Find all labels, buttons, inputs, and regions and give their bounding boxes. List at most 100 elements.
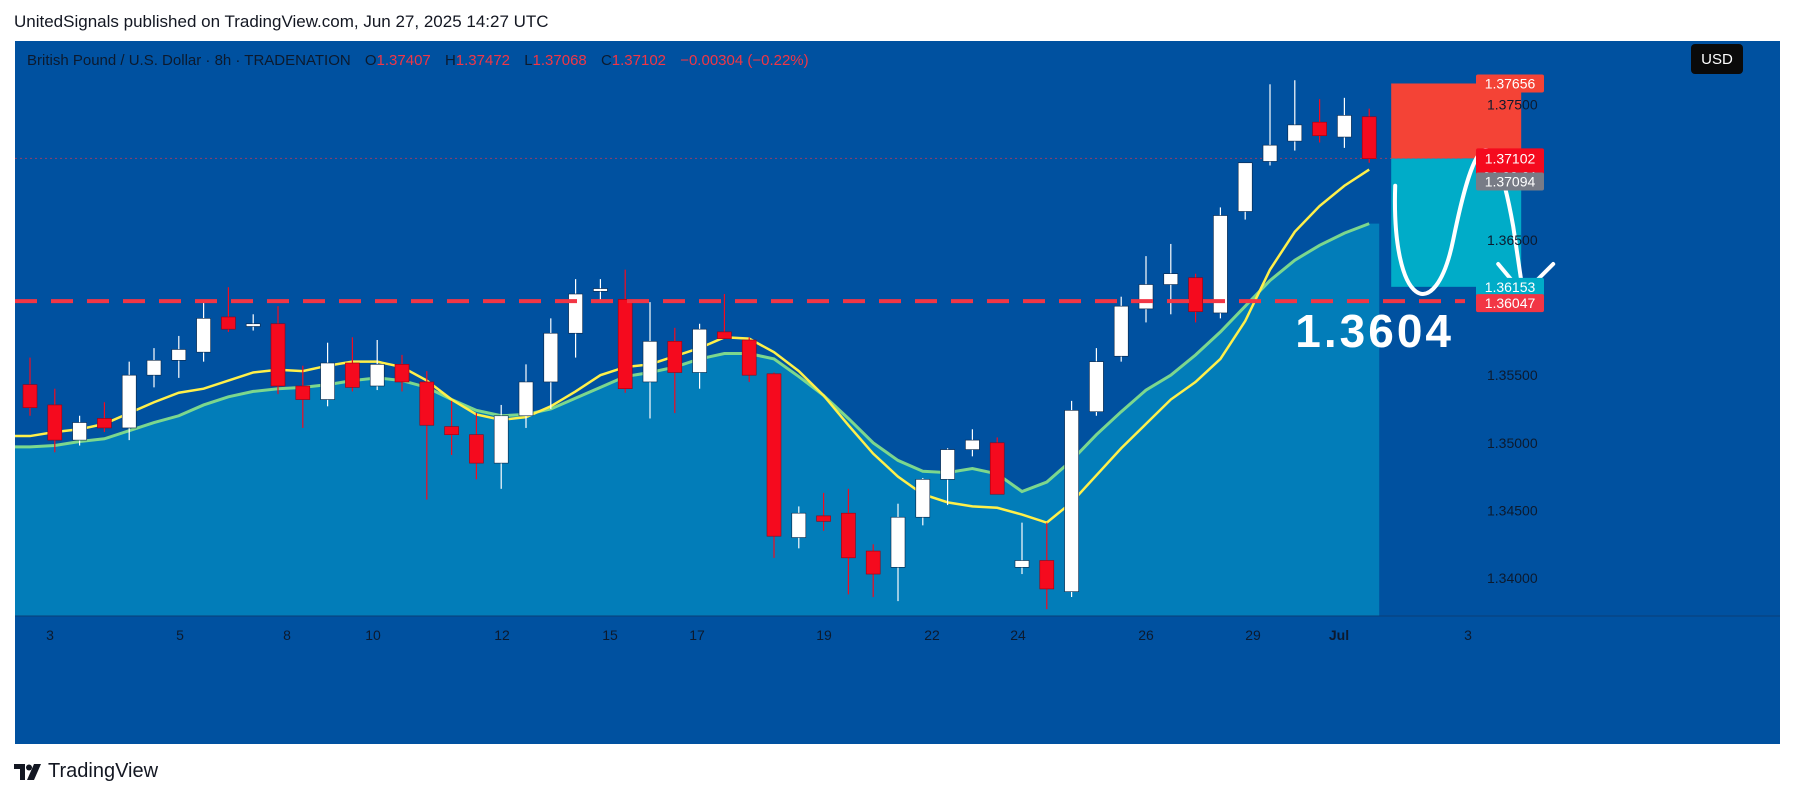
candle (1113, 296, 1129, 362)
candle-body (270, 323, 286, 387)
stop-price-badge-bg (1476, 74, 1544, 93)
currency-label[interactable]: USD (1701, 51, 1733, 68)
price-badges: 1.376561.3710206:32:211.370941.361531.36… (1476, 74, 1544, 313)
candle (1039, 522, 1055, 610)
y-tick-label: 1.35000 (1487, 435, 1538, 451)
low-label: L (524, 52, 533, 69)
candle-body (419, 381, 435, 426)
area-fill (15, 223, 1380, 616)
candle (865, 544, 881, 598)
y-tick-label: 1.35500 (1487, 367, 1538, 383)
x-tick-label: 26 (1138, 627, 1154, 643)
candle (940, 448, 955, 506)
symbol-name: British Pound / U.S. Dollar · 8h · TRADE… (27, 52, 351, 69)
candle-body (1014, 560, 1030, 568)
candle-body (1089, 361, 1104, 413)
currency-button-bg[interactable] (1691, 44, 1743, 74)
candle-body (741, 339, 757, 376)
candle (121, 361, 137, 441)
candle (345, 337, 360, 392)
candle (369, 340, 385, 391)
candle-body (1188, 277, 1203, 312)
target-price-badge-bg (1476, 277, 1544, 296)
x-tick-label: 19 (816, 627, 832, 643)
publisher-caption: UnitedSignals published on TradingView.c… (14, 12, 549, 31)
candle (469, 413, 484, 480)
chart-panel[interactable]: 1.3604 3 5 8 10 12 15 17 19 22 24 26 29 Jul 3 1.37500… (15, 41, 1780, 744)
candle-body (22, 384, 38, 408)
level-price-badge: 1.36047 (1485, 295, 1536, 311)
change-value: −0.00304 (−0.22%) (680, 52, 809, 69)
currency-button[interactable]: USD (1691, 44, 1743, 74)
candle (965, 429, 980, 457)
candle (667, 327, 683, 414)
candle-body (1039, 560, 1055, 590)
candle-body (692, 328, 707, 373)
candle (171, 335, 187, 378)
candle (493, 404, 509, 489)
candle-body (1237, 162, 1253, 212)
candle (791, 506, 807, 549)
candle-body (1064, 410, 1079, 592)
high-label: H (444, 52, 456, 69)
area-series (15, 223, 1380, 616)
candle-body (568, 293, 583, 334)
candle-body (617, 299, 633, 390)
candle-body (394, 364, 410, 383)
candle (692, 323, 707, 389)
candle (741, 337, 757, 382)
candle-body (642, 341, 658, 383)
symbol-legend: British Pound / U.S. Dollar · 8h · TRADE… (27, 52, 809, 69)
candle-body (890, 516, 906, 568)
candle-body (989, 442, 1005, 495)
x-tick-label: 8 (283, 627, 291, 643)
candle-body (841, 512, 856, 559)
candle (72, 415, 87, 446)
candle (146, 348, 162, 388)
candle-body (1262, 144, 1278, 162)
x-tick-label: 12 (494, 627, 510, 643)
candle-body (221, 316, 236, 330)
tradingview-logo[interactable]: TradingView (14, 760, 158, 783)
candle (444, 400, 459, 455)
candle-body (1287, 124, 1303, 142)
candle-body (1138, 284, 1154, 310)
candle (1064, 400, 1079, 598)
candle-body (965, 439, 980, 450)
candle-body (1312, 121, 1327, 137)
tradingview-brand: TradingView (48, 760, 159, 782)
candles (22, 80, 1377, 610)
candle (766, 372, 782, 558)
candle (97, 402, 112, 432)
candle (394, 354, 410, 392)
candle-body (667, 341, 683, 373)
y-axis: 1.37500 1.36500 1.35500 1.35000 1.34500 1.340… (1487, 97, 1538, 587)
x-axis: 3 5 8 10 12 15 17 19 22 24 26 29 Jul 3 (15, 615, 1780, 643)
candle (593, 279, 608, 301)
x-tick-label: 15 (602, 627, 618, 643)
candle-body (1361, 116, 1377, 160)
x-tick-label: 17 (689, 627, 705, 643)
candle (841, 488, 856, 595)
candle-body (1337, 115, 1352, 138)
candle (1312, 99, 1327, 143)
candle-body (72, 422, 87, 441)
candle-body (295, 385, 311, 400)
candle-body (766, 373, 782, 537)
candle-body (171, 349, 187, 361)
x-tick-label: 3 (1464, 627, 1472, 643)
candle (1262, 84, 1278, 166)
candle (1337, 97, 1352, 148)
candle (245, 314, 261, 331)
candle-body (816, 515, 831, 522)
ma-price-badge-bg (1476, 172, 1544, 191)
ma-price-badge: 1.37094 (1485, 174, 1536, 190)
candlestick-chart[interactable]: 1.3604 3 5 8 10 12 15 17 19 22 24 26 29 Jul 3 1.37500… (15, 41, 1780, 744)
target-price-badge: 1.36153 (1485, 279, 1536, 295)
candle-body (940, 449, 955, 480)
y-tick-label: 1.36500 (1487, 232, 1538, 248)
level-price-badge-bg (1476, 294, 1544, 313)
candle (1188, 273, 1203, 323)
candle-body (543, 332, 559, 383)
moving-averages (15, 168, 1370, 525)
